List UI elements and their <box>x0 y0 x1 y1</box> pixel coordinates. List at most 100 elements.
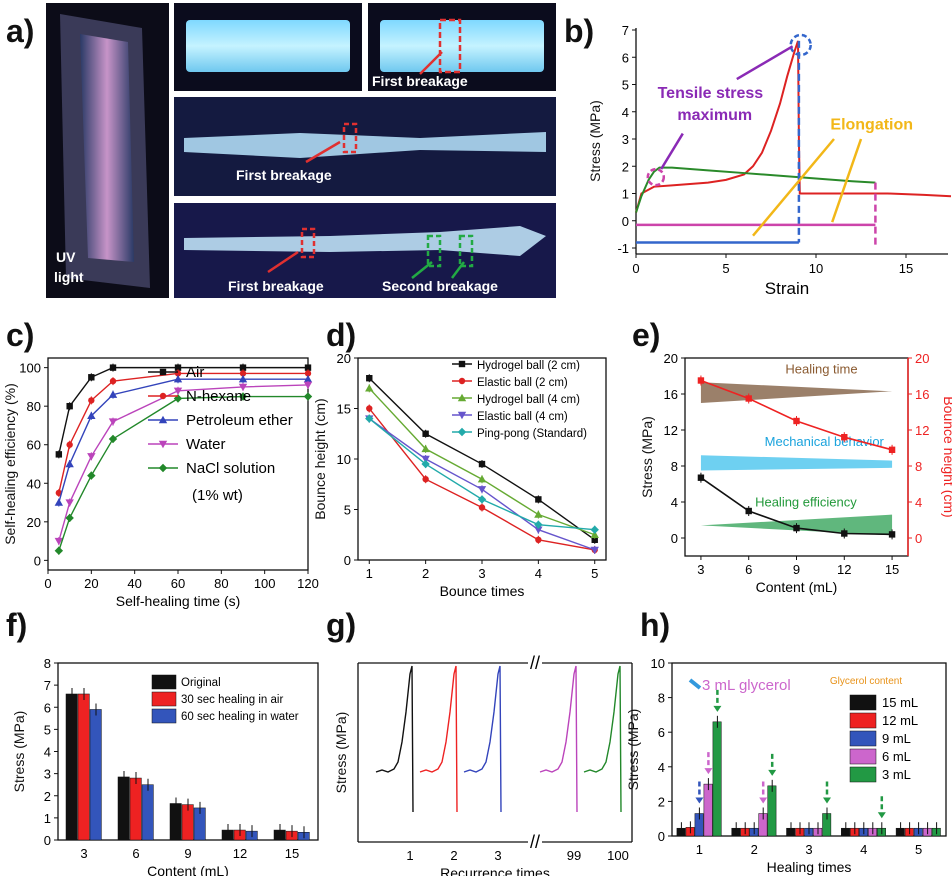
d-point <box>365 384 374 392</box>
h-y-tick-label: 4 <box>658 760 665 775</box>
c-point <box>109 377 117 385</box>
b-x-axis-label: Strain <box>765 279 809 298</box>
breakage-box-3 <box>300 227 316 259</box>
breakage-box-2 <box>342 122 358 154</box>
e-y-tick-label: 4 <box>671 495 678 510</box>
f-y-tick-label: 2 <box>44 789 51 804</box>
c-legend-label: Petroleum ether <box>186 412 293 429</box>
c-point <box>239 370 247 377</box>
b-y-tick-label: 2 <box>622 159 629 174</box>
g-cycle-curve-3 <box>539 665 578 813</box>
panel-letter-c: c) <box>6 317 34 353</box>
c-point <box>303 381 313 390</box>
c-y-tick-label: 0 <box>34 553 41 568</box>
b-max-circle-magenta <box>646 167 666 187</box>
b-x-tick-label: 0 <box>632 261 639 276</box>
e-point <box>793 524 800 532</box>
f-bar <box>77 693 90 841</box>
second-breakage-arrow-1 <box>411 261 433 279</box>
h-indicator-arrowhead <box>823 797 831 804</box>
d-point <box>422 430 429 437</box>
c-x-tick-label: 100 <box>254 576 276 591</box>
d-x-axis-label: Bounce times <box>440 583 525 599</box>
h-y-axis-label: Stress (MPa) <box>625 709 641 791</box>
g-break-mark-bottom: // <box>530 832 540 852</box>
f-x-tick-label: 12 <box>233 846 247 861</box>
b-annotation-tensile: Tensile stress <box>658 85 764 102</box>
second-breakage-box-1 <box>426 234 442 268</box>
c-legend-label: Air <box>186 364 204 381</box>
d-legend-label: Hydrogel ball (4 cm) <box>477 394 580 406</box>
f-x-tick-label: 3 <box>80 846 87 861</box>
e-point <box>888 531 896 538</box>
d-point <box>590 546 599 555</box>
d-point <box>477 475 487 483</box>
d-legend-label: Elastic ball (4 cm) <box>477 411 568 423</box>
e-point <box>888 446 896 453</box>
e-wedge-mechanical <box>700 455 893 471</box>
e-point <box>745 395 752 402</box>
panel-letter-a: a) <box>6 13 34 49</box>
h-annotation-glycerol: 3 mL glycerol <box>702 677 791 694</box>
stretched-hydrogel <box>184 132 546 158</box>
d-x-tick-label: 1 <box>366 566 373 581</box>
d-y-tick-label: 15 <box>337 402 351 417</box>
panel-letter-f: f) <box>6 607 27 643</box>
d-x-tick-label: 3 <box>478 566 485 581</box>
b-annotation-arrow-2 <box>660 132 684 170</box>
f-x-tick-label: 6 <box>132 846 139 861</box>
uv-label-line2: light <box>54 269 84 285</box>
c-legend-marker <box>159 392 167 400</box>
c-legend-marker <box>158 440 168 449</box>
f-y-tick-label: 3 <box>44 767 51 782</box>
c-x-tick-label: 60 <box>171 576 185 591</box>
c-point <box>88 397 95 404</box>
c-point <box>173 387 183 395</box>
b-y-tick-label: 4 <box>622 105 629 120</box>
d-x-tick-label: 5 <box>591 566 598 581</box>
c-x-tick-label: 0 <box>44 576 51 591</box>
e-x-tick-label: 12 <box>837 562 851 577</box>
c-point <box>87 453 96 461</box>
d-point <box>365 414 374 423</box>
g-x-tick-label: 2 <box>450 848 457 863</box>
g-cycle-curve-1 <box>419 665 458 813</box>
b-y-tick-label: -1 <box>617 241 629 256</box>
first-breakage-label-1: First breakage <box>372 73 468 89</box>
h-indicator-arrowhead <box>877 812 886 819</box>
c-point <box>303 375 313 383</box>
d-point <box>366 375 373 382</box>
d-point <box>534 526 543 534</box>
first-breakage-label-2: First breakage <box>236 167 332 183</box>
second-breakage-label: Second breakage <box>382 278 498 294</box>
e-annotation-efficiency: Healing efficiency <box>755 495 857 510</box>
c-point <box>65 459 74 468</box>
c-point <box>174 364 182 371</box>
f-y-tick-label: 7 <box>44 678 51 693</box>
d-point <box>534 510 543 518</box>
c-y-tick-label: 100 <box>19 361 41 376</box>
f-bar <box>65 693 78 841</box>
breakage-box-1 <box>438 18 462 74</box>
h-x-tick-label: 4 <box>860 842 867 857</box>
c-point <box>304 364 312 371</box>
h-x-axis-label: Healing times <box>767 859 852 875</box>
e-y2-tick-label: 0 <box>915 531 922 546</box>
d-point <box>477 495 487 504</box>
e-point <box>841 530 848 537</box>
c-x-tick-label: 40 <box>127 576 141 591</box>
h-legend-label: 15 mL <box>882 695 918 710</box>
g-x-tick-label: 1 <box>406 848 413 863</box>
d-legend-marker <box>458 360 466 368</box>
f-legend-swatch <box>151 708 177 724</box>
panel-letter-e: e) <box>632 317 660 353</box>
e-y-tick-label: 0 <box>671 531 678 546</box>
e-y-tick-label: 20 <box>664 351 678 366</box>
b-y-axis-label: Stress (MPa) <box>587 100 603 182</box>
breakage-arrow-3 <box>267 250 299 274</box>
c-point <box>66 402 73 410</box>
d-x-tick-label: 2 <box>422 566 429 581</box>
